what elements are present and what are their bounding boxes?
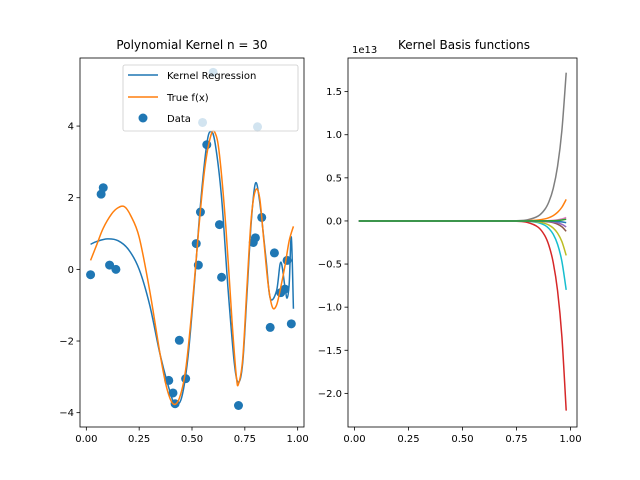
kernel-regression-panel: Polynomial Kernel n = 30 0.00 0.25 0.50 0.7… (59, 38, 309, 445)
left-x-tick-label: 1.00 (287, 434, 309, 445)
right-axis-ticks: 0.00 0.25 0.50 0.75 1.00 −2.0 −1.5 −1.0 −0.5 0.0 0… (318, 87, 582, 445)
left-x-tick-label: 0.50 (181, 434, 203, 445)
right-y-tick-label: −1.5 (318, 346, 342, 357)
right-x-tick-label: 0.50 (451, 434, 473, 445)
left-x-tick-label: 0.25 (128, 434, 150, 445)
left-x-tick-label: 0.00 (75, 434, 97, 445)
right-x-tick-label: 0.00 (343, 434, 365, 445)
data-point (214, 220, 224, 230)
right-y-tick-label: −2.0 (318, 389, 342, 400)
legend-box (122, 64, 299, 132)
left-y-tick-label: −2 (59, 337, 74, 348)
legend-label-kernel-regression: Kernel Regression (167, 71, 256, 82)
data-point (98, 183, 108, 193)
data-point (269, 248, 279, 258)
left-y-tick-label: −4 (59, 408, 74, 419)
left-axis-ticks: 0.00 0.25 0.50 0.75 1.00 −4 −2 0 2 4 (59, 122, 309, 445)
data-point (111, 264, 121, 274)
legend-swatch-data (138, 113, 148, 123)
data-point (105, 260, 115, 270)
right-y-tick-label: 0.0 (326, 216, 342, 227)
data-point (191, 239, 201, 249)
right-y-tick-label: 0.5 (326, 173, 342, 184)
data-point (174, 335, 184, 345)
legend-label-true-f: True f(x) (166, 93, 209, 104)
data-point (233, 401, 243, 410)
right-y-offset-text: 1e13 (352, 45, 377, 56)
legend-label-data: Data (167, 114, 191, 125)
left-y-tick-label: 0 (68, 265, 74, 276)
right-y-tick-label: −0.5 (318, 260, 342, 271)
right-chart-title: Kernel Basis functions (398, 38, 530, 52)
data-point (286, 319, 296, 329)
data-point (265, 322, 275, 332)
data-point (86, 270, 96, 280)
left-y-tick-label: 2 (68, 193, 74, 204)
left-chart-title: Polynomial Kernel n = 30 (116, 38, 267, 52)
left-y-tick-label: 4 (68, 122, 74, 133)
right-y-tick-label: −1.0 (318, 303, 342, 314)
right-x-tick-label: 0.25 (397, 434, 419, 445)
right-y-tick-label: 1.0 (326, 130, 342, 141)
left-legend: Kernel Regression True f(x) Data (122, 64, 299, 132)
basis-function-line-10 (358, 218, 567, 222)
right-axes-frame (347, 57, 578, 428)
data-point (250, 233, 260, 243)
true-f-line (89, 129, 295, 406)
right-series-layer (358, 72, 567, 411)
right-x-tick-label: 0.75 (505, 434, 527, 445)
right-y-tick-label: 1.5 (326, 87, 342, 98)
kernel-basis-panel: Kernel Basis functions 1e13 0.00 0.25 0.50… (318, 38, 582, 445)
data-point (217, 272, 227, 282)
right-x-tick-label: 1.00 (559, 434, 581, 445)
left-axes-frame (79, 57, 305, 428)
kernel-regression-line (90, 130, 295, 405)
left-x-tick-label: 0.75 (234, 434, 256, 445)
